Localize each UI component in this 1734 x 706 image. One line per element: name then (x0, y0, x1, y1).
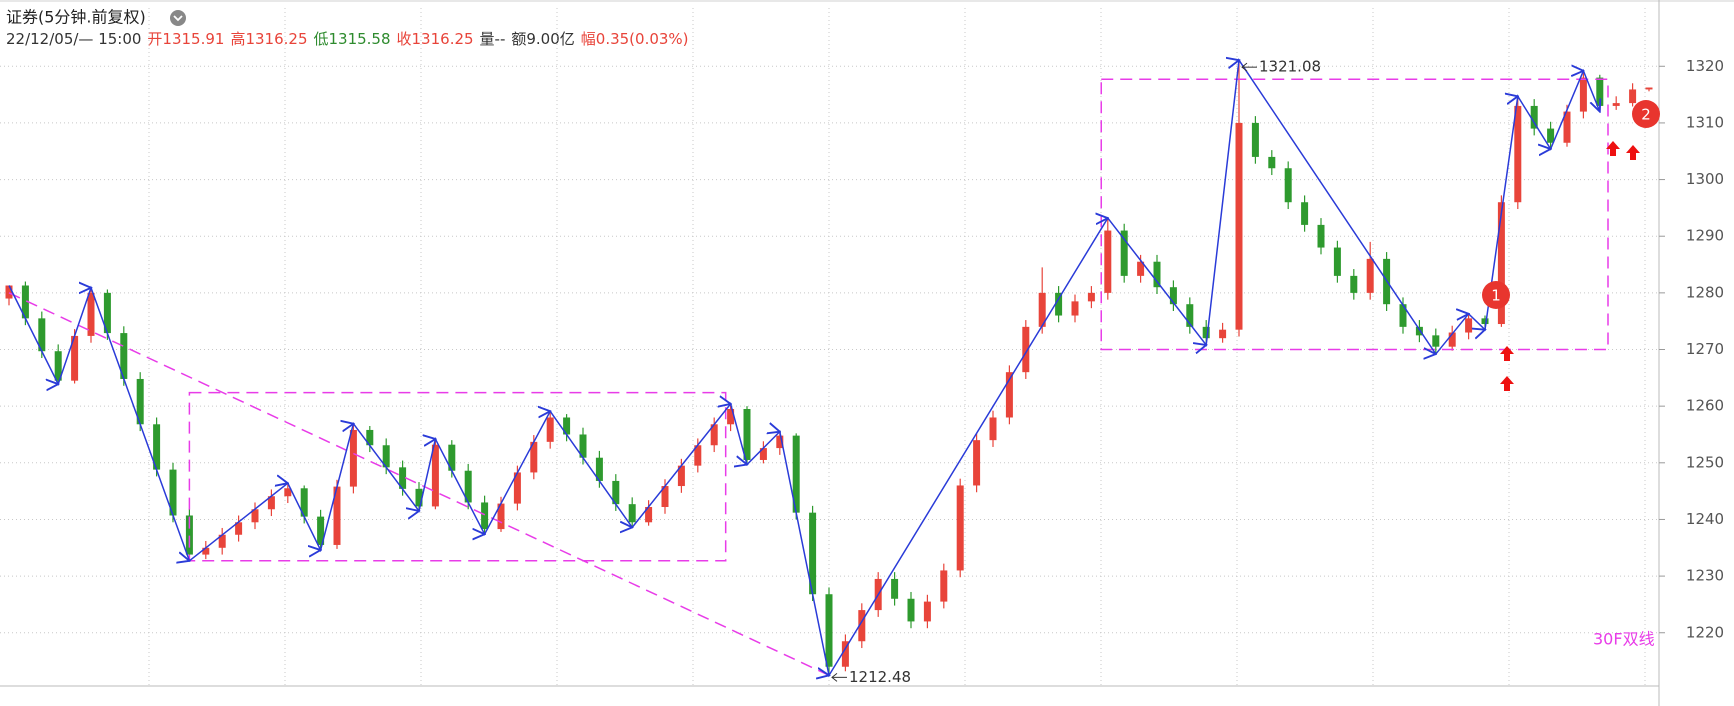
signal-arrow (1500, 376, 1514, 391)
candle-body (628, 504, 636, 523)
candle-body (1350, 275, 1358, 293)
candle-body (5, 285, 13, 299)
candle-body (940, 570, 948, 602)
candle-body (956, 485, 964, 571)
y-tick-label: 1280 (1686, 283, 1724, 301)
info-line: 22/12/05/— 15:00 开1315.91 高1316.25 低1315.58… (6, 30, 689, 48)
candle-body (1087, 292, 1095, 302)
candle-body (973, 440, 981, 486)
candle-body (1629, 89, 1637, 104)
candle-body (923, 601, 931, 622)
y-tick-label: 1230 (1686, 567, 1724, 585)
info-item: 额9.00亿 (511, 30, 574, 48)
signal-arrow (1500, 346, 1514, 361)
candle-body (989, 417, 997, 441)
zigzag-line (8, 60, 1600, 675)
signal-arrow (1626, 145, 1640, 160)
y-tick-label: 1220 (1686, 623, 1724, 641)
candle-body (481, 502, 489, 530)
dropdown-icon[interactable] (170, 10, 186, 26)
info-item: 22/12/05/— 15:00 (6, 30, 141, 48)
label-pointer-head (831, 672, 838, 682)
chart-title: 证券(5分钟.前复权) (6, 8, 146, 27)
marker-label: 1 (1491, 287, 1501, 305)
label-pointer-head (1241, 62, 1248, 72)
y-tick-label: 1270 (1686, 340, 1724, 358)
candle-body (21, 285, 29, 319)
y-tick-label: 1240 (1686, 510, 1724, 528)
marker-badge (1482, 281, 1510, 309)
candle-body (1366, 258, 1374, 293)
candle-body (1235, 122, 1243, 330)
candle-body (1432, 335, 1440, 347)
note: 30F双线 (1593, 630, 1655, 649)
candle-body (1251, 122, 1259, 157)
candle-body (1465, 318, 1473, 333)
candle-body (1333, 247, 1341, 276)
y-tick-label: 1260 (1686, 397, 1724, 415)
info-item: 开1315.91 (147, 30, 224, 48)
price-label: 1212.48 (849, 668, 911, 686)
candle-body (1612, 103, 1620, 106)
candle-body (825, 594, 833, 667)
candle-body (1153, 261, 1161, 288)
y-tick-label: 1250 (1686, 453, 1724, 471)
candle-body (1596, 77, 1604, 106)
candle-body (1514, 105, 1522, 203)
signal-arrow (1606, 141, 1620, 156)
price-label: 1321.08 (1259, 58, 1321, 76)
candle-body (1645, 87, 1653, 90)
info-item: 量-- (480, 30, 506, 48)
candle-body (1547, 128, 1555, 143)
y-tick-label: 1320 (1686, 57, 1724, 75)
candle-body (38, 318, 46, 352)
candle-body (1071, 301, 1079, 316)
candle-body (1301, 202, 1309, 225)
candle-body (1317, 224, 1325, 248)
candle-body (1104, 230, 1112, 293)
candle-body (1268, 156, 1276, 169)
marker-badge (1632, 100, 1660, 128)
candle-body (743, 408, 751, 460)
candle-body (546, 417, 554, 442)
candle-body (907, 598, 915, 622)
candle-body (349, 429, 357, 487)
y-tick-label: 1290 (1686, 227, 1724, 245)
info-item: 低1315.58 (313, 30, 390, 48)
candle-body (1219, 329, 1227, 339)
y-tick-label: 1300 (1686, 170, 1724, 188)
marker-label: 2 (1641, 106, 1651, 124)
candle-body (1579, 77, 1587, 112)
candle-body (1284, 168, 1292, 203)
info-item: 收1316.25 (397, 30, 474, 48)
candle-body (1481, 318, 1489, 325)
info-item: 幅0.35(0.03%) (581, 30, 689, 48)
candle-body (891, 578, 899, 599)
candle-body (431, 444, 439, 507)
y-tick-label: 1310 (1686, 113, 1724, 131)
info-item: 高1316.25 (230, 30, 307, 48)
candle-body (1120, 230, 1128, 276)
